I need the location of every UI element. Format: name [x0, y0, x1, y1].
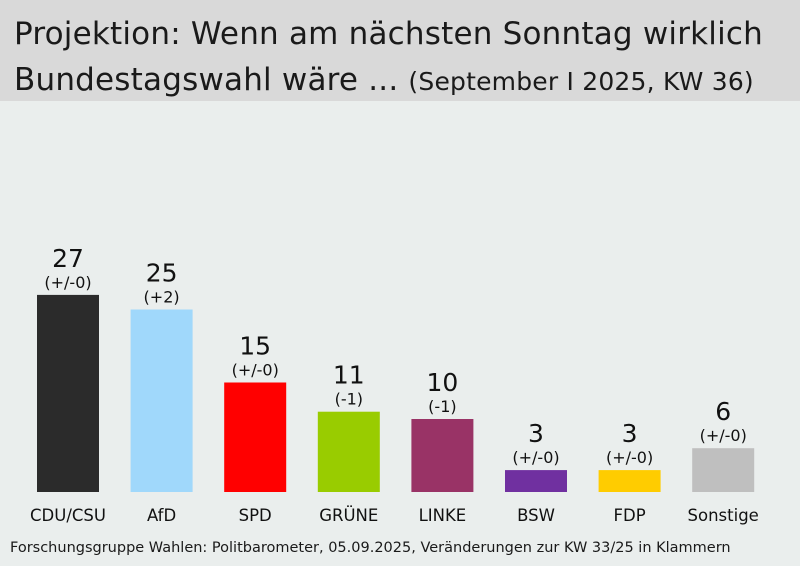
- bar-3: [317, 411, 380, 492]
- data-label-change-0: (+/-0): [44, 273, 91, 292]
- bar-chart: 27(+/-0)CDU/CSU25(+2)AfD15(+/-0)SPD11(-1…: [30, 244, 759, 525]
- category-label-4: LINKE: [419, 506, 467, 525]
- category-label-7: Sonstige: [688, 506, 759, 525]
- chart-title-line2: Bundestagswahl wäre ... (September I 2025…: [14, 62, 754, 98]
- category-label-3: GRÜNE: [319, 506, 378, 525]
- data-label-value-6: 3: [622, 419, 638, 448]
- data-label-change-1: (+2): [144, 288, 180, 307]
- category-label-6: FDP: [614, 506, 646, 525]
- data-label-change-7: (+/-0): [700, 426, 747, 445]
- chart-subtitle: (September I 2025, KW 36): [408, 67, 754, 96]
- data-label-change-3: (-1): [335, 390, 363, 409]
- data-label-change-6: (+/-0): [606, 448, 653, 467]
- data-label-change-4: (-1): [428, 397, 456, 416]
- bar-7: [692, 448, 755, 492]
- data-label-change-5: (+/-0): [512, 448, 559, 467]
- data-label-value-1: 25: [146, 259, 178, 288]
- data-label-value-2: 15: [239, 332, 271, 361]
- bar-4: [411, 419, 474, 492]
- data-label-value-3: 11: [333, 361, 365, 390]
- data-label-value-7: 6: [715, 397, 731, 426]
- bar-2: [224, 382, 287, 492]
- source-note: Forschungsgruppe Wahlen: Politbarometer,…: [10, 540, 731, 556]
- bar-6: [598, 470, 661, 492]
- category-label-2: SPD: [239, 506, 272, 525]
- bar-1: [130, 309, 193, 492]
- chart-title-line1: Projektion: Wenn am nächsten Sonntag wir…: [14, 16, 764, 52]
- data-label-value-4: 10: [426, 368, 458, 397]
- chart-title-line2-text: Bundestagswahl wäre ...: [14, 62, 399, 98]
- data-label-value-0: 27: [52, 244, 84, 273]
- bar-0: [37, 294, 99, 492]
- category-label-0: CDU/CSU: [30, 506, 106, 525]
- category-label-5: BSW: [517, 506, 555, 525]
- data-label-change-2: (+/-0): [232, 361, 279, 380]
- bar-5: [505, 470, 567, 492]
- chart-header: Projektion: Wenn am nächsten Sonntag wir…: [0, 0, 800, 101]
- data-label-value-5: 3: [528, 419, 544, 448]
- category-label-1: AfD: [147, 506, 176, 525]
